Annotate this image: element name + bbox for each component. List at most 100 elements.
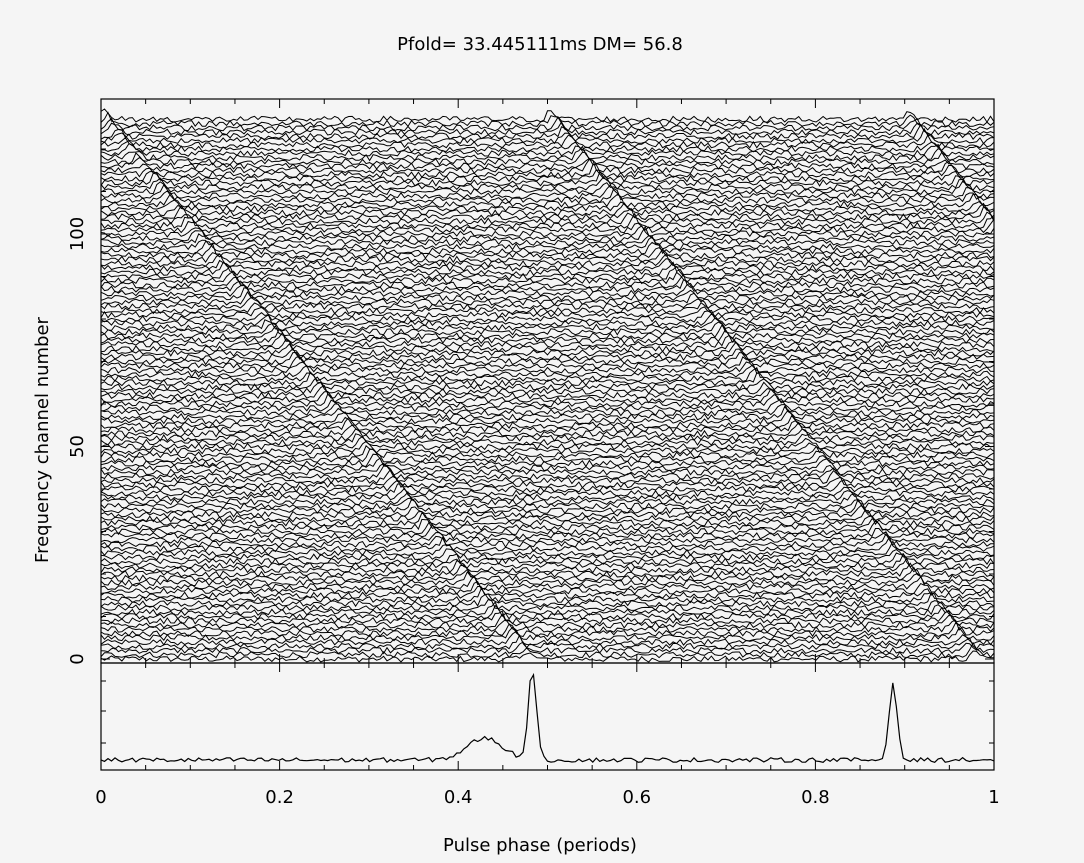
channel-trace [100,204,995,221]
channel-trace [100,497,995,510]
channel-trace [100,156,995,170]
channel-trace [100,225,995,238]
channel-trace [100,151,995,166]
x-tick-label: 0.6 [622,787,651,808]
channel-trace [100,512,995,527]
channel-trace [100,566,995,582]
channel-trace [100,363,995,378]
channel-trace [100,258,995,272]
channel-trace [100,487,995,502]
channel-trace [100,123,995,141]
channel-trace [100,381,995,395]
channel-trace [100,143,995,157]
channel-trace [100,618,995,633]
channel-trace [100,421,995,438]
channel-trace [100,428,995,442]
profile-line [100,672,995,764]
channel-trace [100,448,995,464]
channel-trace [100,433,994,447]
profile-ticks [100,663,995,770]
channel-trace [100,409,995,425]
channel-trace [100,405,995,421]
channel-trace [100,301,995,315]
channel-trace [100,523,995,540]
x-tick-label: 0 [95,787,106,808]
channel-trace [100,535,995,553]
channel-trace [100,574,995,591]
y-tick-label: 50 [67,435,88,458]
channel-trace [100,388,995,404]
channel-trace [100,180,995,196]
channel-trace [100,331,995,349]
channel-trace [100,416,995,434]
channel-trace [100,440,995,455]
channel-trace [100,483,995,497]
channel-trace [100,435,995,451]
channel-trace [100,509,995,523]
channel-trace [100,518,995,531]
channel-trace [100,338,995,353]
channel-trace [100,347,995,362]
channel-trace [100,468,995,485]
channel-trace [100,552,995,565]
channel-trace [100,630,995,646]
y-tick-label: 100 [67,217,88,251]
channel-trace [100,116,995,132]
channel-trace [100,475,995,489]
channel-trace [100,598,995,612]
channel-trace [100,592,995,608]
channel-trace [100,376,995,391]
x-tick-label: 1 [988,787,999,808]
channel-trace [100,282,995,298]
channel-trace [100,465,995,480]
channel-trace [100,444,995,459]
x-tick-label: 0.2 [265,787,294,808]
channel-trace [100,324,995,340]
channel-trace [100,291,995,306]
channel-trace [100,341,995,357]
channel-trace [100,140,995,153]
channel-trace [100,581,995,595]
channel-trace [100,384,995,400]
y-tick-labels: 0 50 100 [67,217,88,665]
channel-trace [100,233,995,247]
channel-trace [100,248,995,264]
channel-trace [100,253,995,268]
channel-trace [100,127,995,145]
channel-trace [100,504,995,519]
profile-frame [100,662,995,771]
channel-trace [100,145,995,162]
channel-trace [100,317,995,332]
channel-trace [100,111,995,128]
profile-panel: 0 0.2 0.4 0.6 0.8 1 Pulse phase (periods) [95,662,1000,856]
channel-trace [100,403,995,417]
channel-trace [100,604,995,621]
channel-trace [100,601,995,617]
channel-trace [100,641,995,655]
channel-trace [100,498,995,515]
channel-trace [100,641,995,659]
channel-trace [100,393,995,408]
channel-trace [100,367,995,383]
channel-trace [100,236,995,251]
channel-trace [100,585,995,599]
channel-trace [100,121,995,136]
channel-trace [100,613,995,629]
x-tick-label: 0.4 [444,787,473,808]
channel-trace [100,626,995,642]
channel-trace [100,491,995,506]
channel-trace [100,187,995,204]
channel-trace [100,557,995,574]
channel-trace [100,219,995,234]
channel-trace [100,225,995,243]
channel-trace [100,356,995,370]
channel-trace [100,192,995,208]
channel-trace [100,371,995,387]
channel-trace [100,242,995,260]
channel-trace [100,240,995,255]
channel-trace [100,361,995,374]
waterfall-panel: 0 50 100 Frequency channel number [32,98,995,665]
channel-trace [100,171,995,187]
channel-trace [100,199,995,213]
